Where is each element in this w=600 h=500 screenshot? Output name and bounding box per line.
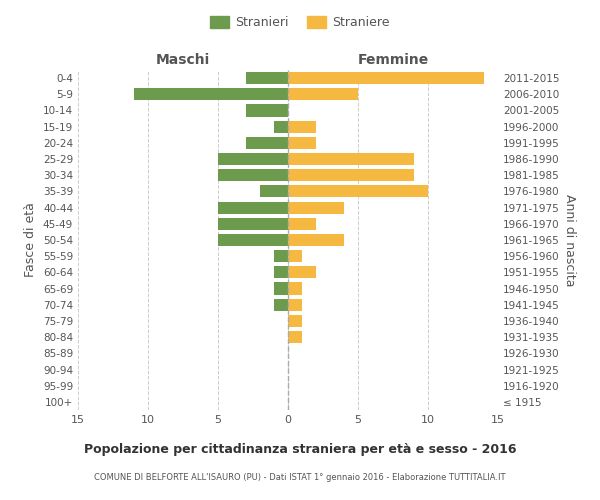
Bar [218, 202, 288, 213]
Bar [218, 234, 288, 246]
Bar [274, 282, 288, 294]
Text: Maschi: Maschi [156, 53, 210, 67]
Y-axis label: Fasce di età: Fasce di età [25, 202, 37, 278]
Bar [288, 218, 316, 230]
Bar [288, 202, 344, 213]
Legend: Stranieri, Straniere: Stranieri, Straniere [205, 11, 395, 34]
Bar [288, 234, 344, 246]
Bar [218, 218, 288, 230]
Bar [288, 250, 302, 262]
Bar [288, 315, 302, 327]
Bar [288, 72, 484, 84]
Bar [288, 137, 316, 149]
Bar [288, 88, 358, 101]
Bar [246, 104, 288, 117]
Bar [274, 120, 288, 132]
Bar [288, 331, 302, 343]
Bar [218, 169, 288, 181]
Bar [288, 282, 302, 294]
Bar [288, 186, 428, 198]
Bar [260, 186, 288, 198]
Text: COMUNE DI BELFORTE ALL'ISAURO (PU) - Dati ISTAT 1° gennaio 2016 - Elaborazione T: COMUNE DI BELFORTE ALL'ISAURO (PU) - Dat… [94, 472, 506, 482]
Bar [288, 153, 414, 165]
Bar [218, 153, 288, 165]
Bar [288, 266, 316, 278]
Bar [288, 298, 302, 311]
Bar [246, 137, 288, 149]
Bar [288, 169, 414, 181]
Bar [274, 298, 288, 311]
Bar [246, 72, 288, 84]
Bar [288, 120, 316, 132]
Text: Popolazione per cittadinanza straniera per età e sesso - 2016: Popolazione per cittadinanza straniera p… [84, 442, 516, 456]
Bar [274, 266, 288, 278]
Bar [134, 88, 288, 101]
Y-axis label: Anni di nascita: Anni di nascita [563, 194, 576, 286]
Bar [274, 250, 288, 262]
Text: Femmine: Femmine [358, 53, 428, 67]
